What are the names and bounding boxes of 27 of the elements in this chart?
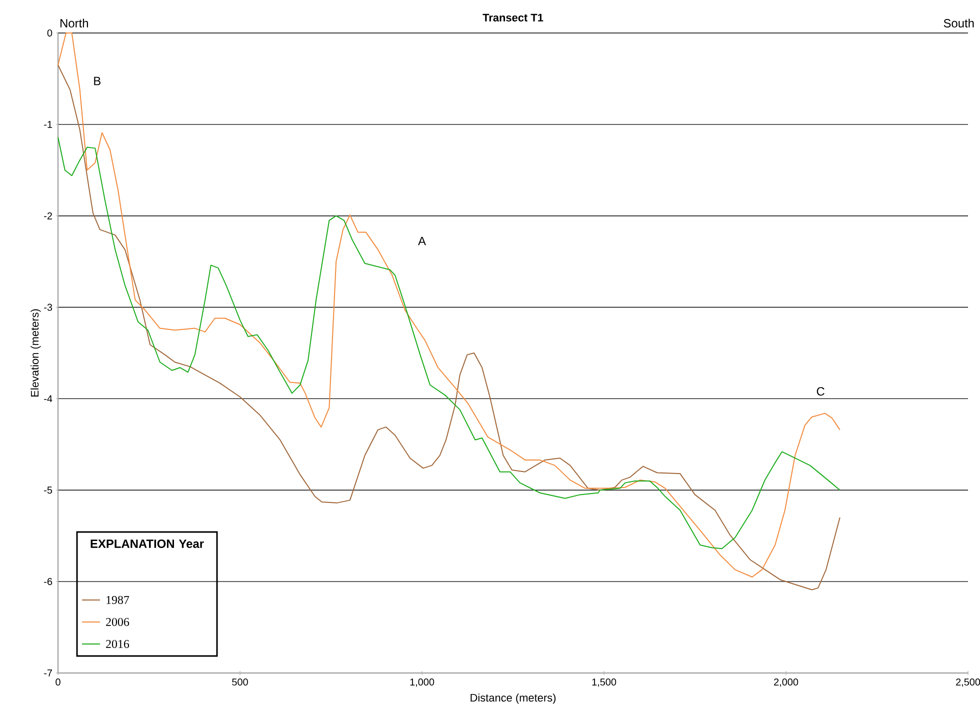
annotation: C bbox=[816, 387, 824, 396]
x-tick-label: 1,500 bbox=[592, 678, 616, 687]
x-tick-label: 500 bbox=[232, 678, 248, 686]
chart-title: Transect T1 bbox=[482, 14, 544, 22]
x-axis-title: Distance (meters) bbox=[470, 694, 556, 704]
y-tick-label: -2 bbox=[44, 212, 52, 220]
y-tick-label: -5 bbox=[44, 486, 52, 494]
y-tick-label: -7 bbox=[44, 670, 52, 676]
legend-label: 1987 bbox=[106, 596, 130, 604]
annotation: A bbox=[418, 236, 426, 246]
text: South bbox=[944, 18, 974, 28]
legend-title: EXPLANATION Year bbox=[90, 540, 204, 548]
y-tick-label: -6 bbox=[44, 578, 52, 586]
annotation: B bbox=[94, 76, 100, 86]
text: North bbox=[60, 18, 88, 28]
y-tick-label: -4 bbox=[44, 395, 52, 402]
x-tick-label: 0 bbox=[56, 678, 60, 686]
legend-label: 2016 bbox=[106, 640, 130, 648]
x-tick-label: 2,500 bbox=[956, 678, 980, 687]
legend-label: 2006 bbox=[106, 618, 130, 626]
y-tick-label: -3 bbox=[44, 304, 52, 311]
y-axis-title: Elevation (meters) bbox=[30, 309, 41, 397]
y-tick-label: -1 bbox=[44, 120, 52, 128]
x-tick-label: 2,000 bbox=[774, 678, 798, 687]
line-series bbox=[58, 136, 840, 550]
x-tick-label: 1,000 bbox=[410, 678, 434, 687]
y-tick-label: 0 bbox=[47, 29, 52, 37]
